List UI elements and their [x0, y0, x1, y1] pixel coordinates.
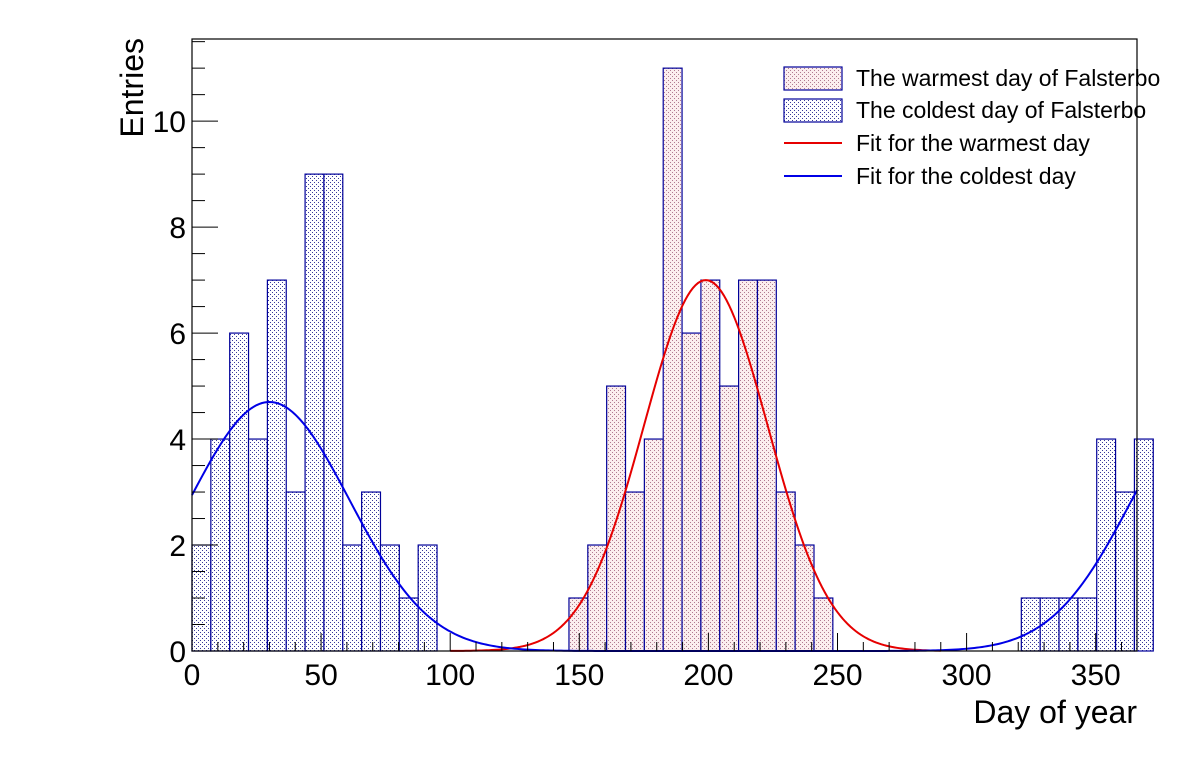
- warmest-day-bin-27: [700, 279, 721, 652]
- coldest-day-bin-49: [1114, 491, 1136, 652]
- plot-border: [191, 38, 1138, 652]
- warmest-day-bin-21: [587, 544, 608, 652]
- x-tick-label: 250: [812, 659, 862, 692]
- coldest-day-bin-6: [304, 173, 325, 652]
- warmest-day-bin-25: [662, 67, 683, 652]
- y-tick-label: 0: [169, 636, 186, 669]
- warmest-day-bin-33: [813, 597, 834, 652]
- coldest-day-bin-47: [1077, 597, 1098, 652]
- warmest-day-bin-28: [719, 385, 740, 652]
- x-axis-title: Day of year: [973, 694, 1137, 730]
- legend-label: The warmest day of Falsterbo: [856, 65, 1160, 91]
- legend-label: Fit for the coldest day: [856, 163, 1076, 189]
- legend-label: Fit for the warmest day: [856, 130, 1090, 156]
- y-tick-label: 4: [169, 424, 186, 457]
- coldest-day-bin-3: [247, 438, 268, 652]
- legend-label: The coldest day of Falsterbo: [856, 97, 1146, 123]
- coldest-day-bin-11: [398, 597, 419, 652]
- coldest-day-bin-2: [229, 332, 250, 652]
- coldest-day-bin-50: [1133, 438, 1154, 652]
- x-tick-label: 0: [184, 659, 201, 692]
- coldest-day-bin-12: [417, 544, 438, 652]
- coldest-day-bin-8: [342, 544, 363, 652]
- coldest-day-bin-7: [323, 173, 344, 652]
- warmest-day-histogram: [568, 67, 834, 652]
- y-tick-label: 6: [169, 318, 186, 351]
- x-tick-label: 200: [683, 659, 733, 692]
- x-tick-label: 300: [942, 659, 992, 692]
- coldest-day-histogram: [191, 173, 1154, 652]
- coldest-day-bin-9: [361, 491, 382, 652]
- warmest-day-bin-24: [643, 438, 664, 652]
- coldest-day-bin-5: [285, 491, 306, 652]
- x-tick-label: 50: [304, 659, 337, 692]
- legend-swatch: [783, 98, 843, 123]
- y-axis-title: Entries: [114, 38, 150, 138]
- warmest-day-bin-32: [794, 544, 815, 652]
- warmest-day-bin-23: [624, 491, 645, 652]
- x-tick-label: 100: [425, 659, 475, 692]
- y-axis-ticks: 0 2 4 6 8 10: [153, 41, 218, 669]
- legend: The warmest day of Falsterbo The coldest …: [783, 65, 1160, 189]
- legend-entry: Fit for the warmest day: [784, 130, 1090, 156]
- coldest-day-bin-46: [1058, 597, 1079, 652]
- coldest-day-bin-44: [1020, 597, 1041, 652]
- plot-frame: [191, 38, 1138, 652]
- y-tick-label: 8: [169, 212, 186, 245]
- warmest-day-bin-26: [681, 332, 702, 652]
- legend-entry: The warmest day of Falsterbo: [783, 65, 1160, 91]
- legend-swatch: [783, 66, 843, 91]
- coldest-day-bin-4: [266, 279, 287, 652]
- legend-entry: Fit for the coldest day: [784, 163, 1076, 189]
- warmest-day-bin-31: [775, 491, 796, 652]
- warmest-day-fit-curve: [450, 279, 941, 652]
- legend-entry: The coldest day of Falsterbo: [783, 97, 1146, 123]
- warmest-day-bin-30: [756, 279, 777, 652]
- y-tick-label: 10: [153, 106, 186, 139]
- x-tick-label: 150: [554, 659, 604, 692]
- x-axis-ticks: 0 50 100 150 200 250 300 350: [184, 633, 1123, 692]
- x-tick-label: 350: [1071, 659, 1121, 692]
- y-tick-label: 2: [169, 530, 186, 563]
